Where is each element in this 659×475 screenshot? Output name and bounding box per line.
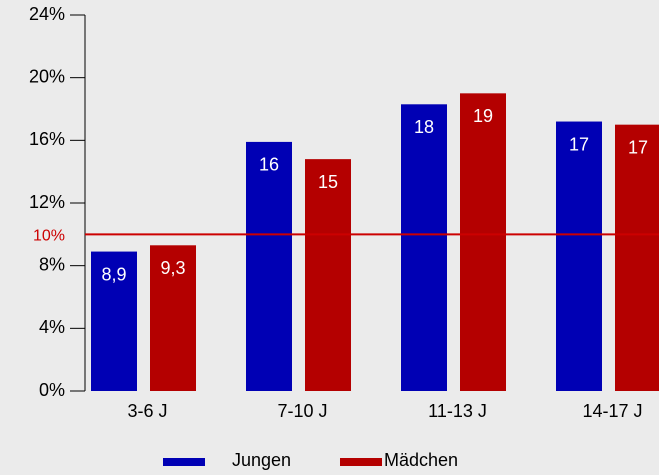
bar-value-label: 8,9	[101, 264, 126, 284]
bar	[246, 141, 292, 391]
x-tick-label: 7-10 J	[277, 401, 327, 421]
reference-label: 10%	[33, 228, 65, 245]
bar	[556, 121, 602, 392]
legend-swatch	[340, 458, 382, 466]
x-tick-label: 3-6 J	[127, 401, 167, 421]
bar	[401, 104, 447, 392]
legend-swatch	[163, 458, 205, 466]
bar	[150, 245, 196, 391]
y-tick-label: 24%	[29, 4, 65, 24]
bar	[305, 159, 351, 391]
bar-value-label: 19	[473, 106, 493, 126]
bar-value-label: 17	[628, 137, 648, 157]
bar-value-label: 17	[569, 134, 589, 154]
bar	[91, 251, 137, 391]
bar-value-label: 16	[259, 155, 279, 175]
bar	[460, 93, 506, 391]
x-tick-label: 14-17 J	[582, 401, 642, 421]
bar-value-label: 9,3	[160, 258, 185, 278]
bar-value-label: 18	[414, 117, 434, 137]
legend-label: Jungen	[232, 450, 291, 470]
legend-label: Mädchen	[384, 450, 458, 470]
y-tick-label: 8%	[39, 254, 65, 274]
y-tick-label: 20%	[29, 66, 65, 86]
x-tick-label: 11-13 J	[428, 401, 487, 421]
y-tick-label: 0%	[39, 380, 65, 400]
y-tick-label: 4%	[39, 317, 65, 337]
bar-value-label: 15	[318, 172, 338, 192]
y-tick-label: 12%	[29, 192, 65, 212]
bar	[615, 124, 659, 392]
y-tick-label: 16%	[29, 129, 65, 149]
